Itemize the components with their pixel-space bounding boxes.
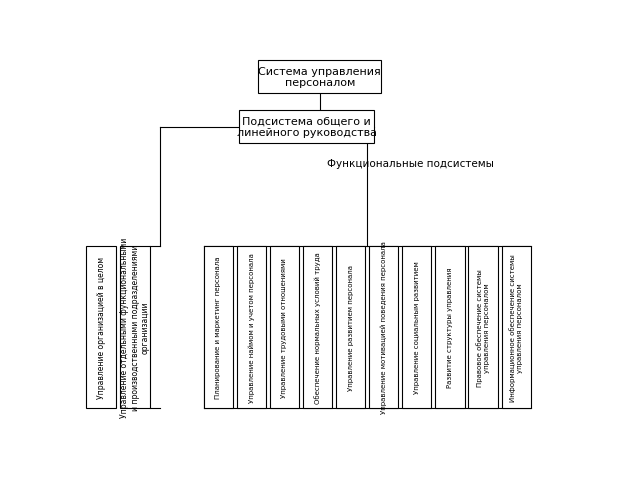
Text: Управление наймом и учетом персонала: Управление наймом и учетом персонала	[248, 252, 255, 402]
Bar	[469, 246, 498, 408]
Bar	[402, 246, 431, 408]
Text: Управление мотивацией поведения персонала: Управление мотивацией поведения персонал…	[381, 241, 387, 413]
Bar	[303, 246, 332, 408]
Text: Планирование и маркетинг персонала: Планирование и маркетинг персонала	[215, 256, 221, 398]
Bar	[502, 246, 531, 408]
Bar	[270, 246, 299, 408]
Text: Система управления
персоналом: Система управления персоналом	[258, 66, 381, 88]
Bar	[203, 246, 233, 408]
Text: Обеспечение нормальных условий труда: Обеспечение нормальных условий труда	[314, 251, 321, 403]
Bar	[436, 246, 464, 408]
Text: Подсистема общего и
линейного руководства: Подсистема общего и линейного руководств…	[236, 117, 377, 138]
Text: Управление трудовыми отношениями: Управление трудовыми отношениями	[281, 257, 288, 397]
Bar	[336, 246, 365, 408]
Text: Управление социальным развитием: Управление социальным развитием	[414, 261, 420, 393]
Text: Управление организацией в целом: Управление организацией в целом	[97, 256, 105, 398]
Text: Правовое обеспечение системы
управления персоналом: Правовое обеспечение системы управления …	[476, 268, 490, 386]
Text: Управление развитием персонала: Управление развитием персонала	[348, 264, 354, 390]
Bar	[87, 246, 115, 408]
Bar	[120, 246, 150, 408]
Text: Информационное обеспечение системы
управления персоналом: Информационное обеспечение системы управ…	[509, 253, 523, 401]
Text: Функциональные подсистемы: Функциональные подсистемы	[327, 158, 494, 168]
Text: Развитие структуры управления: Развитие структуры управления	[447, 267, 453, 387]
Text: Управление отдельными функциональными
и производственными подразделениями
органи: Управление отдельными функциональными и …	[120, 237, 150, 417]
Bar	[240, 111, 374, 143]
Bar	[369, 246, 398, 408]
Bar	[236, 246, 266, 408]
Bar	[258, 61, 381, 93]
